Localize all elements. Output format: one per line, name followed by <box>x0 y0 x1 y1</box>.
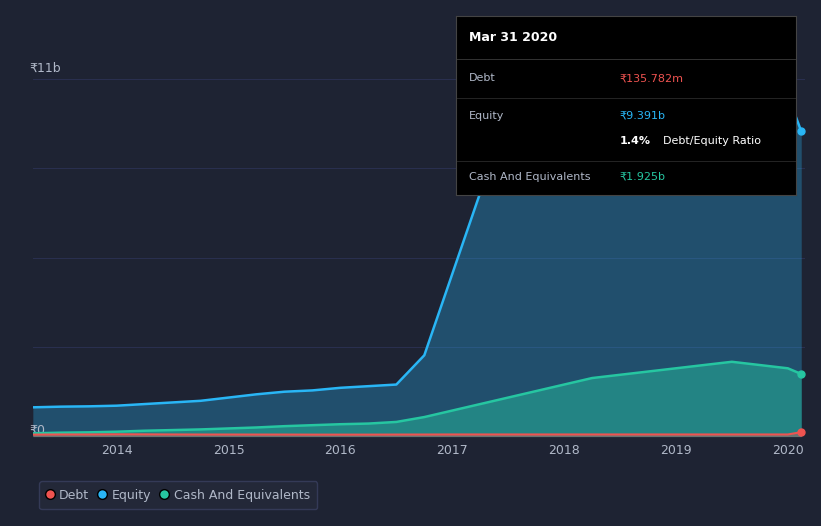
Text: Debt: Debt <box>470 73 496 84</box>
Text: Cash And Equivalents: Cash And Equivalents <box>470 171 591 182</box>
Text: Mar 31 2020: Mar 31 2020 <box>470 31 557 44</box>
Text: ₹0: ₹0 <box>29 423 45 437</box>
Text: Equity: Equity <box>470 111 505 121</box>
Text: ₹9.391b: ₹9.391b <box>619 111 665 121</box>
Text: ₹1.925b: ₹1.925b <box>619 171 665 182</box>
Text: 1.4%: 1.4% <box>619 136 650 146</box>
Text: Debt/Equity Ratio: Debt/Equity Ratio <box>663 136 762 146</box>
Text: ₹135.782m: ₹135.782m <box>619 73 683 84</box>
Text: ₹11b: ₹11b <box>29 62 61 75</box>
Legend: Debt, Equity, Cash And Equivalents: Debt, Equity, Cash And Equivalents <box>39 481 318 509</box>
